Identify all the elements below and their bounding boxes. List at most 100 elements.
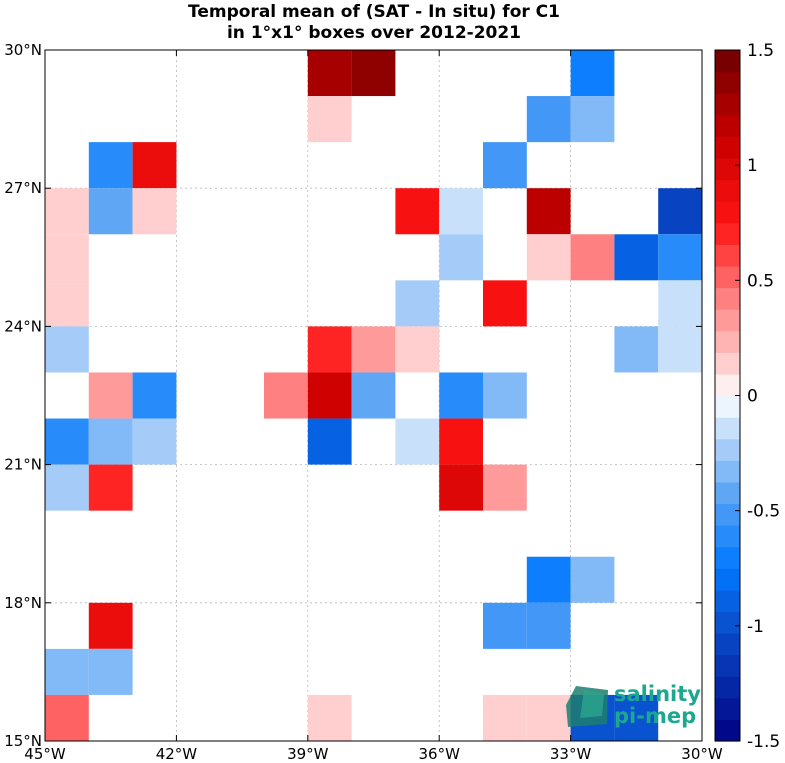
logo-text-salinity: salinity (614, 682, 701, 706)
heatmap-cell (526, 188, 571, 235)
logo-shape-front (580, 690, 604, 718)
heatmap-cell (351, 326, 396, 373)
heatmap-cell (307, 326, 352, 373)
colorbar-segment (715, 654, 740, 677)
heatmap-cell (351, 50, 396, 97)
heatmap-cell (570, 234, 615, 281)
colorbar-segment (715, 438, 740, 461)
colorbar-segment (715, 481, 740, 505)
heatmap-cell (526, 234, 571, 281)
heatmap-cell (88, 464, 133, 511)
y-tick-label: 18°N (4, 594, 42, 612)
colorbar-segment (715, 265, 740, 289)
colorbar-ticks: 1.5 1 0.5 0 -0.5 -1 -1.5 (735, 41, 780, 752)
heatmap-cell (45, 648, 89, 695)
x-tick-label: 33°W (550, 745, 592, 763)
heatmap-cell (439, 372, 483, 419)
heatmap-cell (483, 372, 527, 419)
colorbar-segment (715, 136, 740, 159)
heatmap-cell (132, 418, 177, 465)
colorbar-segment (715, 568, 740, 591)
heatmap-cell (526, 602, 571, 649)
heatmap-cell (483, 602, 527, 649)
heatmap-cell (439, 418, 483, 465)
heatmap-cell (614, 326, 659, 373)
salinity-pi-mep-logo: salinity pi-mep (566, 682, 701, 728)
y-tick-label: 15°N (4, 732, 42, 750)
heatmap-cell (570, 556, 615, 603)
heatmap-cell (307, 694, 352, 741)
colorbar-tick-label: -0.5 (747, 502, 780, 522)
heatmap-cell (658, 326, 702, 373)
heatmap-cell (132, 372, 177, 419)
heatmap-cell (88, 372, 133, 419)
y-tick-label: 30°N (4, 41, 42, 59)
heatmap-cell (395, 188, 440, 235)
heatmap-cell (614, 694, 659, 741)
y-axis: 15°N 18°N 21°N 24°N 27°N 30°N (4, 41, 702, 750)
colorbar-segment (715, 589, 740, 613)
heatmap-cell (45, 188, 89, 235)
colorbar-segment (715, 244, 740, 267)
heatmap-cell (88, 648, 133, 695)
colorbar-tick-label: 1.5 (747, 41, 774, 61)
heatmap-cell (658, 188, 702, 235)
colorbar-segment (715, 157, 740, 181)
y-tick-label: 21°N (4, 456, 42, 474)
heatmap-cell (307, 418, 352, 465)
colorbar-segment (715, 395, 740, 418)
heatmap-cell (307, 96, 352, 143)
heatmap-cell (526, 556, 571, 603)
heatmap-cell (88, 188, 133, 235)
heatmap-cell (132, 142, 177, 189)
heatmap-cell (45, 234, 89, 281)
heatmap-cell (570, 96, 615, 143)
colorbar-segment (715, 71, 740, 94)
heatmap-cell (439, 188, 483, 235)
heatmap-cell (132, 188, 177, 235)
colorbar-segment (715, 676, 740, 699)
heatmap-cell (526, 96, 571, 143)
colorbar-segment (715, 309, 740, 332)
heatmap-cell (439, 234, 483, 281)
colorbar-tick-label: 0.5 (747, 271, 774, 291)
y-tick-label: 24°N (4, 317, 42, 335)
heatmap-cell (88, 418, 133, 465)
plot-frame (44, 49, 703, 742)
colorbar-tick-label: 1 (747, 156, 758, 176)
heatmap-cell (439, 464, 483, 511)
colorbar-segment (715, 222, 740, 245)
heatmap-cell (395, 326, 440, 373)
colorbar-segment (715, 114, 740, 137)
heatmap-cell (88, 602, 133, 649)
colorbar-segment (715, 525, 740, 548)
heatmap-cell (395, 418, 440, 465)
x-tick-label: 30°W (681, 745, 723, 763)
heatmap-cell (45, 694, 89, 741)
colorbar-segment (715, 373, 740, 397)
heatmap-cell (483, 694, 527, 741)
colorbar-segment (715, 503, 740, 526)
colorbar-segment (715, 287, 740, 310)
heatmap-cell (570, 50, 615, 97)
y-tick-label: 27°N (4, 179, 42, 197)
colorbar-segment (715, 50, 740, 73)
x-tick-label: 42°W (156, 745, 198, 763)
colorbar-tick-label: 0 (747, 387, 758, 407)
heatmap-cell (526, 694, 571, 741)
heatmap-cell (614, 234, 659, 281)
colorbar-segment (715, 417, 740, 440)
heatmap-cell (45, 418, 89, 465)
x-tick-label: 45°W (24, 745, 66, 763)
heatmap-cell (351, 372, 396, 419)
colorbar-segment (715, 330, 740, 353)
colorbar-segment (715, 460, 740, 483)
colorbar-segment (715, 352, 740, 375)
heatmap-cell (307, 50, 352, 97)
x-axis: 45°W 42°W 39°W 36°W 33°W 30°W (24, 50, 723, 763)
chart-title-line-2: in 1°x1° boxes over 2012-2021 (227, 23, 521, 43)
colorbar-segment (715, 697, 740, 721)
heatmap-cell (45, 326, 89, 373)
colorbar-segment (715, 201, 740, 224)
